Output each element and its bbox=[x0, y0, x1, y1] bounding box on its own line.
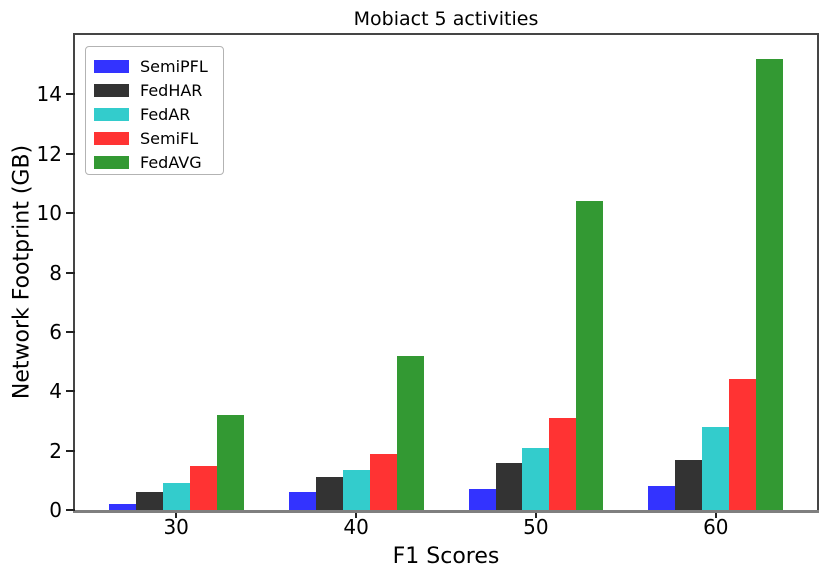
x-tick-mark-50 bbox=[534, 513, 537, 518]
y-tick-mark-8 bbox=[66, 271, 75, 274]
x-axis-label: F1 Scores bbox=[392, 544, 500, 569]
y-tick-mark-0 bbox=[66, 509, 75, 511]
y-tick-label-4: 4 bbox=[49, 379, 62, 404]
legend-label-fedavg: FedAVG bbox=[140, 152, 202, 172]
bar-fedavg-30 bbox=[216, 415, 244, 510]
legend-label-fedar: FedAR bbox=[140, 104, 191, 124]
plot-area bbox=[75, 35, 817, 510]
y-tick-mark-14 bbox=[66, 93, 75, 96]
x-tick-mark-30 bbox=[175, 513, 178, 518]
bar-fedhar-50 bbox=[495, 462, 523, 510]
bar-fedar-60 bbox=[702, 426, 730, 510]
y-tick-mark-6 bbox=[66, 330, 75, 333]
legend-item-semifl: SemiFL bbox=[94, 126, 223, 150]
legend-label-fedhar: FedHAR bbox=[140, 80, 203, 100]
legend-swatch-fedhar bbox=[94, 83, 129, 97]
legend-label-semipfl: SemiPFL bbox=[140, 56, 208, 76]
bar-semipfl-60 bbox=[648, 486, 676, 510]
y-tick-label-12: 12 bbox=[36, 141, 62, 166]
y-tick-label-6: 6 bbox=[49, 319, 62, 344]
y-tick-mark-10 bbox=[66, 212, 75, 215]
bar-fedhar-30 bbox=[135, 492, 163, 510]
legend-item-fedavg: FedAVG bbox=[94, 150, 223, 174]
axis-spine-bottom bbox=[73, 510, 819, 513]
bar-semifl-30 bbox=[189, 465, 217, 510]
y-tick-label-2: 2 bbox=[49, 438, 62, 463]
y-tick-label-14: 14 bbox=[36, 82, 62, 107]
bar-fedavg-40 bbox=[396, 355, 424, 510]
axis-spine-right bbox=[817, 33, 819, 513]
bar-fedar-30 bbox=[162, 483, 190, 510]
legend-item-fedhar: FedHAR bbox=[94, 78, 223, 102]
x-tick-label-30: 30 bbox=[163, 515, 189, 539]
legend-swatch-fedavg bbox=[94, 155, 129, 169]
bar-semifl-60 bbox=[729, 379, 757, 510]
x-tick-mark-60 bbox=[714, 513, 717, 518]
y-tick-mark-4 bbox=[66, 390, 75, 393]
legend-item-fedar: FedAR bbox=[94, 102, 223, 126]
bar-semifl-40 bbox=[369, 453, 397, 510]
x-tick-label-60: 60 bbox=[703, 515, 729, 539]
bar-fedar-40 bbox=[342, 469, 370, 510]
x-tick-mark-40 bbox=[355, 513, 358, 518]
legend-swatch-semifl bbox=[94, 131, 129, 145]
y-tick-label-8: 8 bbox=[49, 260, 62, 285]
axis-spine-top bbox=[73, 33, 819, 35]
legend-swatch-fedar bbox=[94, 107, 129, 121]
bar-semipfl-40 bbox=[288, 492, 316, 510]
x-tick-label-40: 40 bbox=[343, 515, 369, 539]
bar-fedavg-50 bbox=[576, 201, 604, 510]
legend-swatch-semipfl bbox=[94, 59, 129, 73]
y-tick-label-10: 10 bbox=[36, 201, 62, 226]
bar-semifl-50 bbox=[549, 418, 577, 510]
bar-fedavg-60 bbox=[756, 58, 784, 510]
bar-fedhar-40 bbox=[315, 477, 343, 510]
x-tick-label-50: 50 bbox=[523, 515, 549, 539]
bar-semipfl-30 bbox=[108, 504, 136, 510]
legend: SemiPFL FedHAR FedAR SemiFL FedAVG bbox=[85, 46, 224, 175]
y-tick-label-0: 0 bbox=[49, 498, 62, 522]
chart-title: Mobiact 5 activities bbox=[353, 8, 539, 30]
bar-fedhar-60 bbox=[675, 459, 703, 510]
bar-fedar-50 bbox=[522, 447, 550, 510]
bar-semipfl-50 bbox=[468, 489, 496, 510]
legend-label-semifl: SemiFL bbox=[140, 128, 199, 148]
y-tick-mark-12 bbox=[66, 152, 75, 155]
legend-item-semipfl: SemiPFL bbox=[94, 54, 223, 78]
y-tick-mark-2 bbox=[66, 449, 75, 452]
